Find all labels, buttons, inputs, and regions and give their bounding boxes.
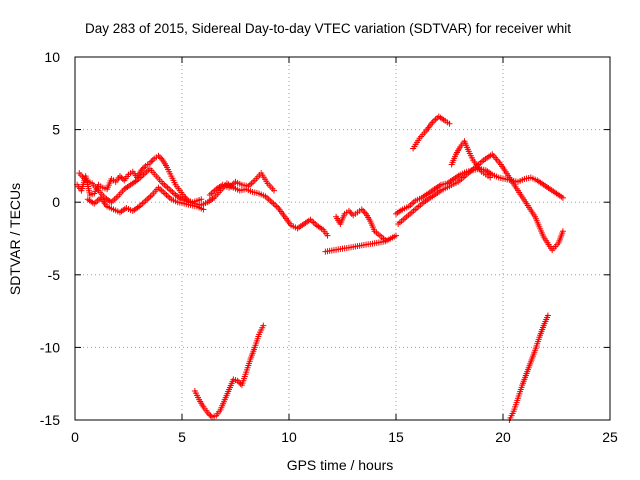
axis-ticks: 0 5 10 15 20 25 -15 -10 -5 0 5 10 xyxy=(40,49,618,445)
data-point xyxy=(559,228,566,235)
data-point xyxy=(361,209,368,216)
y-tick-label: -10 xyxy=(40,339,60,355)
data-point xyxy=(158,155,165,162)
y-axis-label: SDTVAR / TECUs xyxy=(7,183,23,295)
y-tick-label: 5 xyxy=(52,122,60,138)
data-point xyxy=(156,154,163,161)
x-tick-label: 5 xyxy=(178,429,186,445)
chart-title: Day 283 of 2015, Sidereal Day-to-day VTE… xyxy=(85,21,571,36)
y-tick-label: -5 xyxy=(48,267,61,283)
data-point xyxy=(206,411,213,418)
data-point xyxy=(236,379,243,386)
data-point xyxy=(544,312,551,319)
data-point xyxy=(358,206,365,213)
data-points xyxy=(74,113,566,423)
data-point xyxy=(139,165,146,172)
data-point xyxy=(271,187,278,194)
x-tick-label: 10 xyxy=(281,429,297,445)
y-tick-label: 10 xyxy=(44,49,60,65)
data-point xyxy=(234,377,241,384)
data-point xyxy=(446,120,453,127)
x-tick-label: 25 xyxy=(602,429,618,445)
x-axis-label: GPS time / hours xyxy=(287,457,394,473)
data-point xyxy=(200,206,207,213)
data-point xyxy=(148,158,155,165)
grid xyxy=(75,57,610,420)
data-point xyxy=(487,174,494,181)
data-point xyxy=(347,209,354,216)
data-point xyxy=(345,207,352,214)
data-point xyxy=(149,157,156,164)
y-tick-label: -15 xyxy=(40,412,60,428)
data-point xyxy=(138,167,145,174)
x-tick-label: 15 xyxy=(388,429,404,445)
data-point xyxy=(146,159,153,166)
data-point xyxy=(360,207,367,214)
data-point xyxy=(559,194,566,201)
data-point xyxy=(116,173,123,180)
data-point xyxy=(260,322,267,329)
data-point xyxy=(204,409,211,416)
data-point xyxy=(141,164,148,171)
data-point xyxy=(155,152,162,159)
x-tick-label: 20 xyxy=(495,429,511,445)
data-point xyxy=(118,174,125,181)
data-point xyxy=(198,196,205,203)
data-point xyxy=(324,232,331,239)
y-tick-label: 0 xyxy=(52,194,60,210)
data-point xyxy=(207,412,214,419)
plot-frame xyxy=(74,56,611,421)
data-point xyxy=(393,232,399,239)
x-tick-label: 0 xyxy=(71,429,79,445)
